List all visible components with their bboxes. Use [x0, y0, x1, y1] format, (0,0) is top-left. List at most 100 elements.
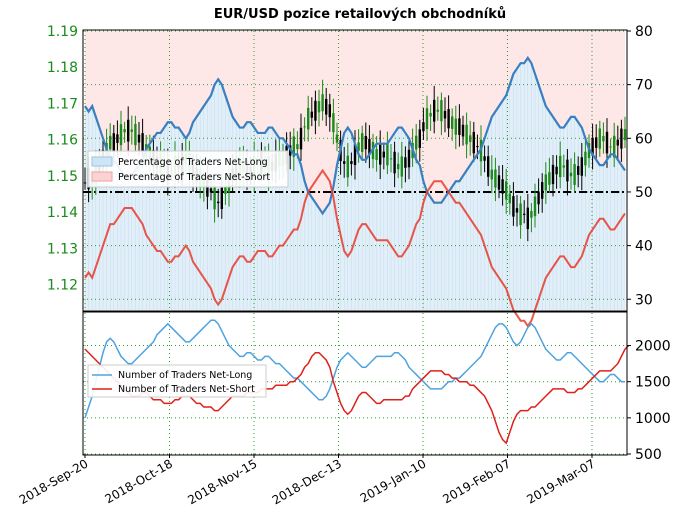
series-line-count-net-long: [84, 319, 625, 419]
right-axis-tick-label: 50: [635, 185, 653, 201]
price-candle-body: [620, 128, 623, 149]
price-candle-body: [397, 163, 400, 170]
price-candle-body: [425, 108, 429, 130]
price-candle-body: [494, 169, 497, 188]
price-candle-body: [375, 149, 378, 161]
price-candle-body: [213, 187, 216, 210]
price-candle-body: [310, 111, 313, 118]
x-axis-date-label: 2019-Jan-10: [358, 456, 429, 505]
x-axis-date-label: 2019-Mar-07: [524, 456, 597, 506]
price-candle-body: [512, 196, 515, 217]
price-candle-body: [296, 144, 299, 150]
price-candle-body: [555, 166, 558, 175]
price-candle-body: [566, 159, 569, 182]
price-candle-body: [454, 118, 457, 135]
price-candle-body: [605, 131, 609, 154]
price-candle-body: [350, 161, 353, 165]
price-candle-body: [537, 192, 540, 205]
price-candle-body: [415, 135, 418, 150]
price-candle-body: [123, 129, 126, 133]
price-candle-body: [591, 137, 594, 156]
price-candle-body: [119, 124, 123, 146]
price-candle-body: [364, 135, 367, 150]
right-axis-tick-label: 80: [635, 24, 653, 40]
price-candle-body: [577, 166, 580, 175]
left-axis-tick-label: 1.19: [47, 24, 78, 40]
left-axis-tick-label: 1.12: [47, 278, 78, 294]
price-candle-body: [116, 134, 119, 143]
price-candle-body: [519, 203, 522, 226]
price-candle-body: [303, 126, 306, 128]
price-candle-body: [541, 182, 544, 199]
left-axis-tick-label: 1.16: [47, 133, 78, 149]
price-candle-body: [451, 116, 454, 129]
left-axis-tick-label: 1.14: [47, 205, 78, 221]
legend-count-short-label: Number of Traders Net-Short: [118, 384, 255, 395]
right-axis-tick-label: 30: [635, 292, 653, 308]
price-candle-body: [321, 94, 324, 112]
bottom-panel-frame: [82, 311, 628, 456]
price-candle-body: [400, 156, 403, 177]
series-line-count-net-short: [84, 345, 630, 445]
price-candle-body: [127, 119, 130, 142]
price-candle-body: [530, 210, 533, 218]
price-candle-body: [299, 127, 303, 150]
price-candle-body: [382, 151, 385, 158]
price-candle-body: [361, 133, 364, 153]
price-candle-body: [483, 156, 486, 161]
net-short-area: [85, 31, 625, 214]
price-candle-body: [465, 124, 468, 145]
price-candle-body: [613, 135, 616, 158]
price-candle-body: [335, 134, 339, 143]
price-candle-body: [469, 135, 472, 142]
price-candle-body: [508, 193, 511, 204]
price-candle-body: [134, 124, 137, 146]
price-candle-body: [623, 129, 627, 141]
left-axis-tick-label: 1.15: [47, 169, 78, 185]
price-candle-body: [458, 118, 461, 135]
price-candle-body: [598, 128, 601, 149]
price-candle-body: [461, 124, 465, 137]
price-candle-body: [476, 145, 479, 148]
price-candle-body: [609, 146, 612, 148]
price-candle-body: [332, 113, 335, 133]
bottom-right-axis-tick-label: 1000: [635, 411, 671, 427]
price-candle-body: [429, 112, 432, 117]
top-panel: [82, 29, 628, 328]
price-candle-body: [130, 129, 133, 132]
x-axis-date-label: 2018-Nov-15: [185, 456, 259, 507]
price-candle-body: [325, 98, 328, 115]
price-candle-body: [307, 107, 310, 130]
price-candle-body: [433, 99, 436, 122]
left-axis-tick-label: 1.18: [47, 60, 78, 76]
price-candle-body: [83, 182, 87, 184]
right-axis-tick-label: 60: [635, 131, 653, 147]
bottom-right-axis-tick-label: 2000: [635, 339, 671, 355]
price-candle-body: [389, 158, 393, 160]
legend-long-label: Percentage of Traders Net-Long: [118, 157, 268, 168]
price-candle-body: [569, 172, 573, 177]
price-candle-body: [314, 100, 317, 121]
price-candle-body: [616, 139, 619, 146]
price-candle-body: [443, 110, 447, 119]
legend-count-long-label: Number of Traders Net-Long: [118, 370, 252, 381]
price-candle-body: [559, 155, 562, 178]
price-candle-body: [487, 156, 490, 177]
price-candle-body: [472, 131, 475, 154]
price-candle-body: [224, 186, 227, 194]
price-candle-body: [497, 175, 501, 190]
price-candle-body: [379, 144, 382, 165]
price-candle-body: [368, 138, 371, 155]
price-candle-body: [317, 101, 321, 113]
price-candle-body: [580, 157, 583, 176]
right-axis-tick-label: 70: [635, 78, 653, 94]
price-candle-body: [533, 196, 537, 217]
series-line-net-short-pct: [84, 168, 626, 328]
bottom-right-axis-tick-label: 500: [635, 447, 662, 463]
price-candle-body: [562, 165, 565, 168]
x-axis-date-label: 2018-Dec-13: [270, 456, 344, 507]
price-candle-body: [505, 181, 508, 200]
price-candle-body: [526, 207, 529, 230]
price-candle-body: [501, 179, 504, 194]
